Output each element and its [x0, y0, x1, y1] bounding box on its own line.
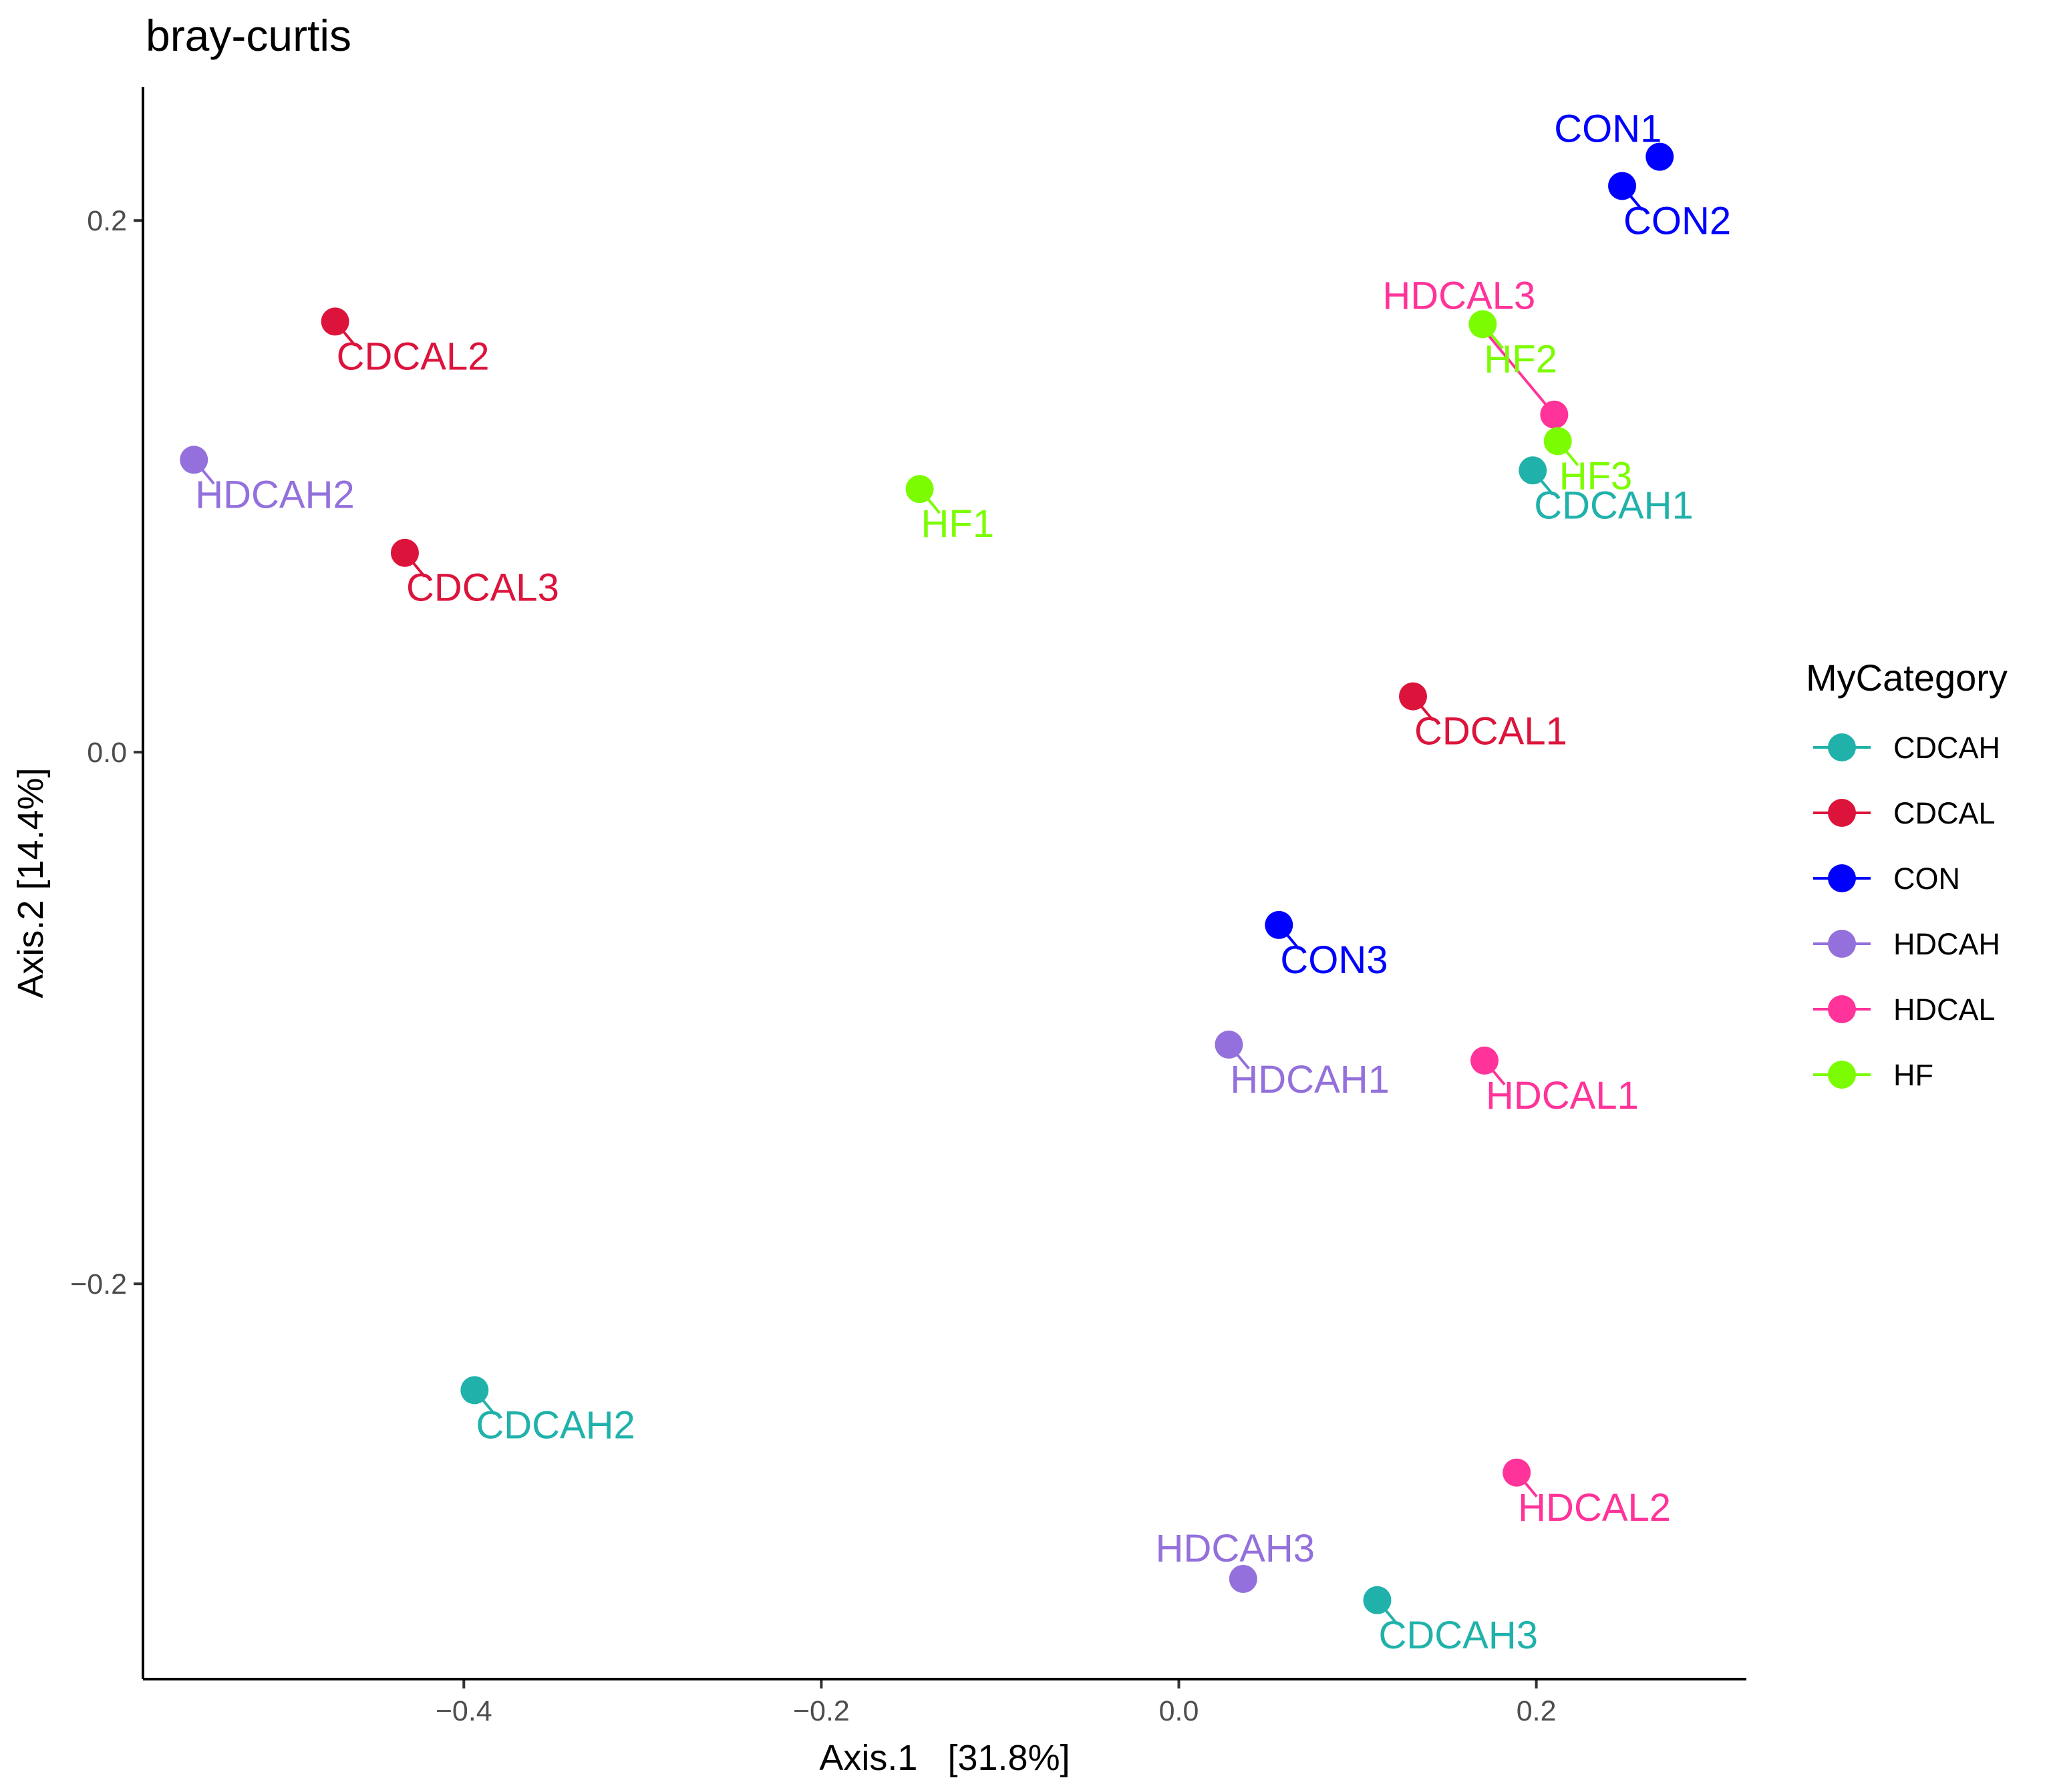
data-point-hdcal2	[1503, 1458, 1531, 1487]
data-point-hdcah2	[180, 445, 208, 474]
point-label-hdcah3: HDCAH3	[1156, 1527, 1315, 1570]
data-point-hdcah3	[1229, 1564, 1257, 1593]
point-label-hdcal1: HDCAL1	[1486, 1074, 1639, 1117]
y-tick-label: −0.2	[70, 1268, 127, 1300]
x-tick-label: −0.4	[436, 1695, 492, 1727]
chart-title: bray-curtis	[146, 11, 351, 60]
legend-label-cdcah: CDCAH	[1893, 731, 2000, 765]
point-label-con2: CON2	[1623, 199, 1731, 242]
data-point-hdcal3	[1540, 400, 1569, 429]
legend-label-hdcah: HDCAH	[1893, 927, 2000, 961]
data-point-cdcal3	[390, 538, 419, 567]
y-tick-label: 0.2	[87, 205, 127, 237]
data-point-cdcah2	[460, 1376, 489, 1405]
legend-key-hf	[1828, 1061, 1856, 1089]
data-point-hdcah1	[1215, 1030, 1243, 1059]
data-points	[180, 142, 1674, 1614]
legend-label-hdcal: HDCAL	[1893, 993, 1996, 1027]
legend-label-hf: HF	[1893, 1058, 1933, 1092]
point-label-hf3: HF3	[1559, 455, 1633, 498]
point-label-cdcah1: CDCAH1	[1534, 484, 1694, 527]
label-connector-line	[1480, 327, 1555, 416]
point-labels: CDCAH1 CDCAH2 CDCAH3 CDCAL1 CDCAL2 CDCAL3 CON1…	[195, 108, 1731, 1657]
y-axis-ticks: −0.2 0.0 0.2	[70, 205, 143, 1300]
x-tick-label: −0.2	[793, 1695, 850, 1727]
legend-key-hdcah	[1828, 930, 1856, 958]
data-point-cdcah1	[1519, 456, 1547, 485]
x-axis-ticks: −0.4 −0.2 0.0 0.2	[436, 1679, 1557, 1727]
data-point-con1	[1645, 142, 1674, 171]
legend-label-cdcal: CDCAL	[1893, 796, 1996, 830]
point-label-hdcal3: HDCAL3	[1382, 275, 1535, 318]
point-label-hf1: HF1	[921, 502, 995, 546]
y-axis-title: Axis.2 [14.4%]	[11, 767, 51, 998]
data-point-cdcal1	[1399, 682, 1428, 711]
legend: MyCategory CDCAH CDCAL CON HDCAH HDCAL HF	[1806, 657, 2008, 1092]
x-axis-title: Axis.1 [31.8%]	[819, 1738, 1070, 1778]
legend-key-con	[1828, 864, 1856, 892]
point-label-cdcal3: CDCAL3	[406, 566, 559, 610]
data-point-con3	[1265, 910, 1293, 939]
data-point-hf3	[1543, 427, 1572, 456]
point-label-hf2: HF2	[1484, 337, 1557, 381]
point-label-cdcal1: CDCAL1	[1414, 710, 1567, 753]
legend-title: MyCategory	[1806, 657, 2008, 699]
data-point-hdcal1	[1470, 1046, 1499, 1075]
legend-key-cdcah	[1828, 733, 1856, 761]
data-point-con2	[1608, 172, 1637, 200]
point-label-cdcal2: CDCAL2	[337, 335, 490, 378]
data-point-hf2	[1468, 310, 1497, 339]
data-point-hf1	[905, 475, 934, 504]
legend-label-con: CON	[1893, 862, 1960, 896]
point-label-hdcah1: HDCAH1	[1230, 1058, 1389, 1101]
point-label-hdcal2: HDCAL2	[1518, 1486, 1671, 1530]
legend-key-hdcal	[1828, 995, 1856, 1023]
data-point-cdcal2	[321, 307, 349, 336]
point-label-con1: CON1	[1554, 108, 1662, 151]
x-tick-label: 0.0	[1159, 1695, 1199, 1727]
point-label-cdcah3: CDCAH3	[1378, 1614, 1538, 1657]
point-label-con3: CON3	[1280, 938, 1388, 982]
point-label-hdcah2: HDCAH2	[195, 473, 354, 516]
data-point-cdcah3	[1363, 1586, 1392, 1614]
x-tick-label: 0.2	[1517, 1695, 1557, 1727]
y-tick-label: 0.0	[87, 737, 127, 769]
legend-key-cdcal	[1828, 799, 1856, 827]
point-label-cdcah2: CDCAH2	[476, 1403, 635, 1447]
